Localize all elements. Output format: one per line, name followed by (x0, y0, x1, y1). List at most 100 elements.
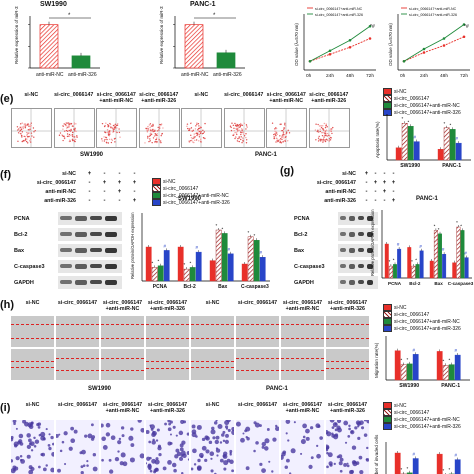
wound-image-0-5 (236, 316, 279, 347)
invasion-image-5 (236, 420, 279, 474)
flow-dot-1-63 (74, 138, 76, 141)
panel-h-group-panc1: PANC-1 (266, 386, 288, 392)
cell-4-8 (192, 448, 197, 454)
flow-dot-1-24 (73, 122, 75, 124)
cell-7-42 (354, 426, 358, 430)
flow-dot-2-59 (113, 138, 116, 140)
flow-dot-3-48 (156, 133, 158, 135)
cell-4-56 (223, 467, 227, 471)
mig-bar-0-0 (394, 350, 401, 381)
flow-dot-7-51 (325, 129, 327, 131)
prot-panc-sig-3-1: * (456, 220, 458, 225)
cell-7-58 (365, 458, 369, 462)
panel-i-legend: si-NC si-circ_0066147 si-circ_0066147+anti… (383, 402, 473, 430)
cell-3-52 (164, 422, 167, 426)
flow-dot-3-34 (158, 127, 160, 129)
cell-2-6 (101, 423, 104, 428)
flow-dot-1-67 (73, 127, 76, 130)
cell-6-2 (293, 421, 296, 424)
panel-h-label: (h) (0, 299, 15, 311)
wound-edge-bottom-0-3 (146, 338, 189, 339)
flow-dot-2-17 (116, 124, 119, 126)
flow-dot-3-65 (145, 127, 147, 130)
flow-dot-0-45 (25, 131, 28, 134)
panel-e-group-panc1: PANC-1 (255, 152, 277, 158)
flow-dot-3-25 (150, 125, 152, 127)
apop-bar-0-2 (407, 126, 414, 161)
od-panc-leg-1: si-circ_0066147+anti-miR-326 (409, 13, 457, 17)
invasion-svg-1 (56, 423, 98, 474)
cell-2-17 (130, 443, 135, 447)
flow-dot-3-66 (148, 124, 150, 126)
wound-edge-bottom-1-3 (146, 367, 189, 369)
cell-0-3 (26, 433, 31, 438)
cell-4-17 (223, 460, 229, 466)
wound-edge-bottom-0-4 (191, 338, 234, 339)
prot-sw-bar-3-1 (247, 236, 254, 282)
flow-dot-1-57 (65, 127, 67, 129)
wound-edge-top-1-7 (326, 360, 369, 362)
cell-1-20 (68, 446, 73, 451)
cell-1-14 (56, 434, 59, 438)
flow-dot-6-56 (273, 136, 275, 138)
cell-3-20 (149, 469, 153, 473)
panel-f-protein-1: Bcl-2 (14, 232, 28, 238)
flow-dot-0-37 (32, 127, 35, 129)
flow-dot-6-21 (283, 137, 285, 139)
cell-6-14 (309, 426, 314, 430)
flow-plot-1 (53, 108, 95, 148)
inv-sig-1-1: * (443, 468, 445, 473)
flow-dot-3-68 (157, 126, 159, 129)
wound-edge-top-1-5 (236, 358, 279, 359)
prot-panc-xcat-2: Bax (434, 281, 443, 286)
flow-dot-6-3 (284, 139, 286, 141)
cell-3-46 (173, 468, 177, 473)
flow-dot-5-49 (241, 139, 244, 142)
flow-dot-6-35 (287, 129, 289, 132)
flow-dot-2-62 (107, 124, 110, 126)
flow-dot-1-68 (71, 135, 73, 137)
cell-5-0 (236, 421, 241, 427)
flow-dot-3-64 (151, 123, 154, 126)
panel-g-band-3-1 (349, 264, 355, 269)
cell-0-42 (18, 433, 24, 439)
flow-dot-5-52 (245, 124, 247, 126)
panel-f-blot-strip-2 (58, 244, 122, 257)
od-panc-xtick-3: 72h (460, 73, 468, 79)
flow-dot-3-5 (154, 132, 156, 135)
flow-dot-2-51 (109, 130, 112, 132)
panel-f-legend-item-2: si-circ_0066147+anti-miR-NC (152, 192, 272, 199)
apop-bar-1-2 (449, 129, 456, 161)
flow-dot-3-32 (161, 132, 163, 135)
mig-bar-1-2 (448, 364, 455, 381)
cell-7-53 (326, 465, 329, 469)
cell-0-56 (28, 469, 34, 474)
flow-dot-4-45 (190, 122, 192, 124)
cell-5-24 (240, 437, 245, 443)
prot-sw-bar-1-3 (195, 251, 202, 282)
cell-7-16 (343, 463, 348, 467)
flow-dot-5-51 (241, 137, 244, 140)
panel-g-band-4-2 (358, 280, 364, 284)
flow-dot-2-55 (107, 142, 110, 144)
cell-7-6 (331, 426, 335, 430)
cell-3-18 (179, 447, 184, 452)
cell-2-13 (128, 435, 134, 441)
prot-panc-bar-3-0 (452, 262, 457, 279)
prot-sw-bar-0-1 (151, 267, 158, 282)
panel-g-band-3-0 (340, 264, 346, 268)
cell-1-5 (70, 426, 75, 431)
flow-dot-4-2 (196, 123, 198, 126)
cell-5-18 (266, 428, 270, 431)
panel-h-legend-item-2: si-circ_0066147+anti-miR-NC (383, 318, 473, 325)
flow-dot-0-38 (16, 126, 19, 128)
flow-dot-7-40 (319, 138, 322, 141)
cell-5-10 (261, 441, 267, 447)
cell-0-50 (13, 422, 16, 425)
panel-g-blot-strip-1 (338, 228, 378, 241)
flow-dot-7-19 (314, 123, 317, 125)
panel-g-sign-2-3: - (392, 189, 395, 195)
flow-dot-2-52 (107, 133, 110, 135)
flow-dot-2-8 (103, 140, 106, 142)
cell-2-12 (109, 469, 114, 474)
